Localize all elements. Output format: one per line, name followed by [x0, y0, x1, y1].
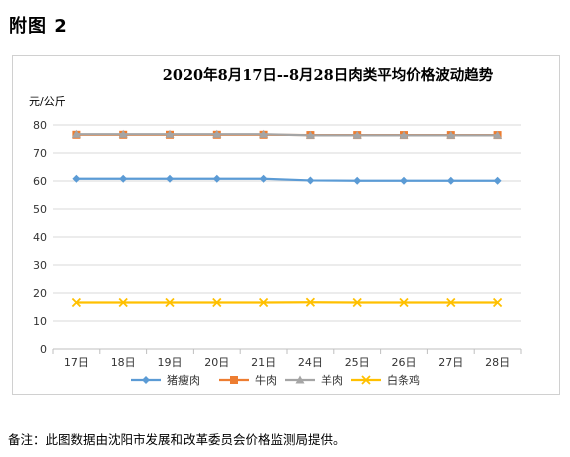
line-chart: 2020年8月17日--8月28日肉类平均价格波动趋势 元/公斤 0 10 20 30… — [29, 66, 522, 387]
data-point — [446, 297, 456, 308]
x-tick-label: 28日 — [485, 356, 510, 369]
data-point — [119, 174, 128, 183]
series-1 — [72, 174, 502, 185]
x-tick-label: 26日 — [392, 356, 417, 369]
data-point — [71, 129, 81, 138]
y-tick-label: 10 — [33, 315, 47, 328]
legend-label: 猪瘦肉 — [167, 373, 200, 387]
footnote: 备注：此图数据由沈阳市发展和改革委员会价格监测局提供。 — [8, 432, 346, 447]
data-point — [295, 375, 305, 384]
chart-frame: 2020年8月17日--8月28日肉类平均价格波动趋势 元/公斤 0 10 20 30… — [12, 55, 560, 395]
data-point — [118, 297, 128, 308]
data-point — [446, 176, 455, 185]
data-point — [166, 174, 174, 183]
data-point — [352, 130, 362, 139]
series-3 — [71, 129, 503, 139]
x-tick-label: 17日 — [64, 356, 89, 369]
data-point — [352, 297, 362, 308]
data-point — [305, 130, 315, 139]
y-tick-label: 50 — [33, 203, 47, 216]
data-point — [399, 297, 409, 308]
data-point — [212, 129, 222, 138]
x-tick-label: 19日 — [158, 356, 183, 369]
chart-title: 2020年8月17日--8月28日肉类平均价格波动趋势 — [163, 66, 494, 84]
y-tick-label: 70 — [33, 147, 47, 160]
series-line — [76, 177, 498, 182]
page-heading: 附图 2 — [9, 16, 68, 37]
data-point — [71, 297, 82, 308]
data-point — [399, 130, 409, 139]
legend-label: 羊肉 — [321, 373, 343, 387]
legend-item: 白条鸡 — [351, 373, 420, 387]
data-point — [230, 376, 238, 384]
legend-label: 白条鸡 — [387, 373, 420, 387]
legend-item: 猪瘦肉 — [131, 373, 200, 387]
y-tick-label: 60 — [33, 175, 47, 188]
y-tick-label: 40 — [33, 231, 47, 244]
data-point — [258, 297, 269, 308]
series-line — [76, 133, 498, 137]
data-point — [259, 174, 268, 183]
data-point — [492, 297, 503, 308]
legend-item: 羊肉 — [285, 373, 343, 387]
data-point — [400, 176, 408, 185]
data-point — [361, 375, 371, 385]
y-tick-label: 30 — [33, 259, 47, 272]
data-point — [446, 130, 456, 139]
x-tick-label: 27日 — [438, 356, 463, 369]
y-tick-label: 80 — [33, 119, 47, 132]
legend-item: 牛肉 — [219, 373, 277, 387]
data-point — [212, 297, 222, 308]
data-point — [212, 174, 221, 183]
data-point — [493, 176, 502, 185]
y-tick-label: 20 — [33, 287, 47, 300]
legend-label: 牛肉 — [255, 373, 277, 387]
data-point — [353, 176, 362, 185]
data-point — [142, 376, 150, 384]
data-point — [493, 130, 503, 139]
data-point — [118, 129, 128, 138]
data-point — [165, 297, 175, 308]
x-tick-label: 24日 — [298, 356, 323, 369]
x-tick-label: 21日 — [251, 356, 276, 369]
series-4 — [71, 297, 503, 308]
data-point — [72, 174, 81, 183]
data-point — [306, 176, 315, 185]
data-point — [259, 129, 269, 138]
y-tick-label: 0 — [40, 343, 47, 356]
x-tick-label: 20日 — [204, 356, 229, 369]
data-point — [305, 297, 316, 307]
x-tick-label: 18日 — [111, 356, 136, 369]
y-axis-label: 元/公斤 — [29, 95, 66, 108]
x-tick-label: 25日 — [345, 356, 370, 369]
data-point — [165, 129, 175, 138]
